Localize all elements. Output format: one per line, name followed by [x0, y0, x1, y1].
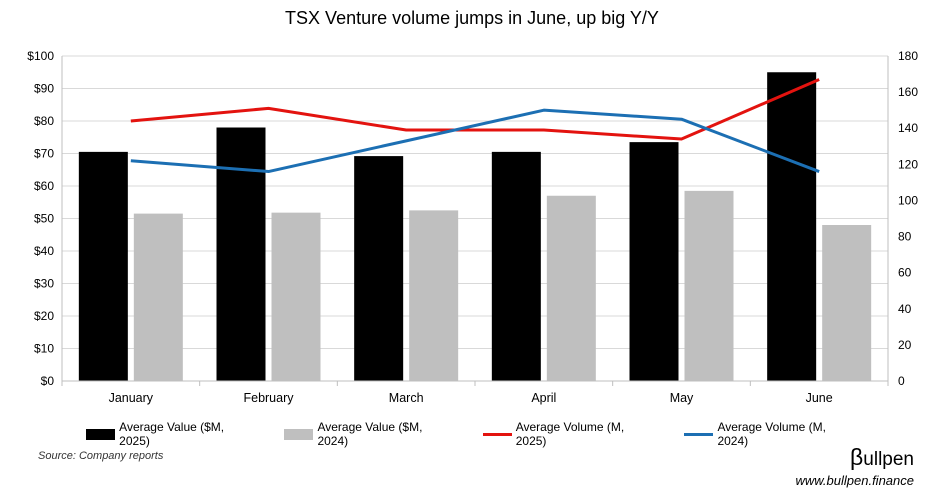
series-line [130, 108, 820, 174]
y-left-tick-label: $50 [34, 212, 54, 226]
legend-swatch [482, 432, 512, 436]
bar [354, 156, 404, 381]
y-left-tick-label: $100 [27, 49, 54, 63]
website-link[interactable]: www.bullpen.finance [795, 473, 914, 488]
legend-label: Average Value ($M, 2025) [119, 420, 225, 448]
legend-item-volume-2025: Average Volume (M, 2025) [482, 420, 655, 448]
y-left-tick-label: $90 [34, 82, 54, 96]
gridlines [62, 55, 888, 349]
bar [271, 212, 321, 381]
y-left-tick-label: $60 [34, 179, 54, 193]
y-left-tick-label: $20 [34, 309, 54, 323]
bar [822, 225, 872, 381]
series-lines [130, 78, 820, 174]
y-right-tick-label: 180 [898, 49, 918, 63]
x-category-label: May [670, 391, 694, 405]
bar [684, 190, 734, 381]
legend-swatch [684, 432, 714, 436]
bar [78, 151, 128, 381]
brand-logo: βullpen [850, 444, 914, 470]
legend-swatch [284, 428, 314, 440]
x-category-label: March [389, 391, 424, 405]
legend-label: Average Value ($M, 2024) [317, 420, 423, 448]
category-labels: January February March April May June [109, 391, 833, 405]
y-right-tick-label: 0 [898, 374, 905, 388]
x-category-label: April [531, 391, 556, 405]
bars [78, 72, 872, 381]
left-axis-ticks: $0 $10 $20 $30 $40 $50 $60 $70 $80 $90 $100 [27, 49, 54, 388]
legend-item-volume-2024: Average Volume (M, 2024) [684, 420, 856, 448]
y-right-tick-label: 120 [898, 157, 918, 171]
axes [61, 56, 889, 386]
bar [546, 195, 596, 381]
y-left-tick-label: $40 [34, 244, 54, 258]
x-category-label: June [806, 391, 833, 405]
y-right-tick-label: 40 [898, 302, 912, 316]
x-category-label: January [109, 391, 154, 405]
bar [491, 151, 541, 381]
y-right-tick-label: 60 [898, 266, 912, 280]
y-left-tick-label: $70 [34, 147, 54, 161]
legend-label: Average Volume (M, 2024) [717, 420, 826, 448]
bar [629, 142, 679, 381]
bar [216, 127, 266, 381]
legend-item-value-2025: Average Value ($M, 2025) [86, 420, 254, 448]
y-right-tick-label: 20 [898, 338, 912, 352]
y-right-tick-label: 80 [898, 230, 912, 244]
x-category-label: February [243, 391, 294, 405]
y-right-tick-label: 100 [898, 193, 918, 207]
y-left-tick-label: $0 [41, 374, 55, 388]
bar [409, 210, 459, 381]
y-left-tick-label: $10 [34, 342, 54, 356]
source-note: Source: Company reports [38, 450, 164, 462]
y-left-tick-label: $30 [34, 277, 54, 291]
y-left-tick-label: $80 [34, 114, 54, 128]
legend: Average Value ($M, 2025) Average Value (… [86, 420, 886, 448]
bar [133, 213, 183, 381]
chart-title: TSX Venture volume jumps in June, up big… [285, 8, 659, 28]
y-right-tick-label: 160 [898, 85, 918, 99]
right-axis-ticks: 0 20 40 60 80 100 120 140 160 180 [898, 49, 918, 388]
legend-swatch [86, 428, 116, 440]
y-right-tick-label: 140 [898, 121, 918, 135]
legend-item-value-2024: Average Value ($M, 2024) [284, 420, 452, 448]
bar [767, 72, 817, 381]
legend-label: Average Volume (M, 2025) [515, 420, 625, 448]
